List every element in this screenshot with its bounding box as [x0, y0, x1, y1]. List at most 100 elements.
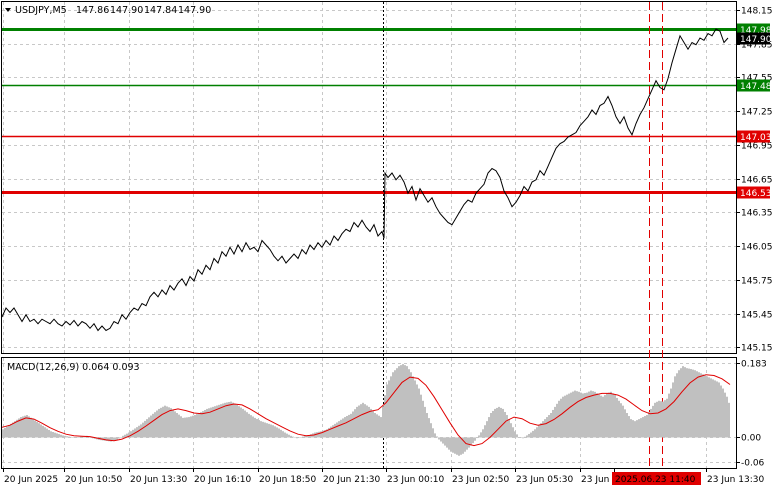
macd-bar: [514, 431, 516, 438]
macd-bar: [552, 409, 554, 438]
y-tick-label: 148.15: [741, 7, 773, 17]
macd-bar: [330, 426, 332, 438]
y-tick-label: 145.75: [741, 277, 773, 287]
macd-bar: [618, 400, 620, 438]
x-tick-label: 23 Jun 05:30: [516, 475, 573, 485]
current-price-box: [737, 32, 770, 45]
macd-bar: [582, 393, 584, 438]
macd-bar: [696, 371, 698, 438]
macd-bar: [400, 365, 402, 438]
macd-bar: [66, 436, 68, 438]
macd-bar: [300, 437, 302, 438]
macd-bar: [316, 432, 318, 438]
macd-bar: [652, 405, 654, 438]
macd-bar: [24, 415, 26, 438]
macd-bar: [46, 428, 48, 438]
macd-bar: [416, 384, 418, 438]
macd-bar: [142, 422, 144, 438]
macd-bar: [186, 417, 188, 438]
macd-bar: [126, 433, 128, 438]
macd-bar: [302, 436, 304, 438]
macd-bar: [6, 426, 8, 438]
macd-bar: [592, 391, 594, 438]
macd-bar: [62, 435, 64, 438]
macd-bar: [640, 418, 642, 438]
macd-bar: [692, 369, 694, 438]
macd-bar: [468, 437, 470, 448]
macd-bar: [150, 415, 152, 438]
macd-bar: [276, 427, 278, 438]
macd-bar: [60, 434, 62, 438]
macd-bar: [442, 437, 444, 444]
macd-bar: [4, 427, 6, 438]
macd-bar: [548, 415, 550, 438]
macd-bar: [626, 413, 628, 438]
macd-bar: [318, 431, 320, 438]
macd-bar: [722, 388, 724, 438]
macd-bar: [122, 435, 124, 438]
x-tick-label: 20 Jun 10:50: [65, 475, 122, 485]
macd-bar: [44, 427, 46, 438]
macd-bar: [238, 406, 240, 438]
macd-bar: [10, 423, 12, 438]
macd-bar: [396, 368, 398, 438]
macd-bar: [378, 415, 380, 438]
level-label: 147.98: [740, 26, 772, 36]
macd-bar: [144, 420, 146, 438]
macd-bar: [648, 411, 650, 438]
macd-bar: [366, 405, 368, 438]
macd-bar: [64, 435, 66, 438]
macd-bar: [264, 422, 266, 438]
macd-bar: [182, 417, 184, 438]
macd-bar: [210, 407, 212, 438]
macd-bar: [228, 402, 230, 438]
y-tick-label: 147.55: [741, 74, 773, 84]
macd-bar: [408, 369, 410, 438]
macd-bar: [628, 416, 630, 438]
macd-bar: [554, 406, 556, 438]
macd-bar: [324, 429, 326, 438]
macd-bar: [78, 436, 80, 438]
x-highlight-box: [612, 472, 701, 485]
x-tick-label: 20 Jun 18:50: [259, 475, 316, 485]
macd-bar: [674, 376, 676, 438]
macd-bar: [174, 411, 176, 438]
macd-bar: [710, 378, 712, 438]
macd-bar: [282, 431, 284, 438]
macd-bar: [716, 381, 718, 438]
macd-bar: [630, 419, 632, 438]
y-tick-label: 146.95: [741, 142, 773, 152]
triangle-down-icon[interactable]: [5, 8, 11, 12]
macd-bar: [296, 437, 298, 439]
macd-bar: [48, 429, 50, 438]
macd-bar: [650, 408, 652, 438]
macd-bar: [140, 424, 142, 438]
macd-title: MACD(12,26,9) 0.064 0.093: [7, 362, 140, 373]
macd-bar: [268, 423, 270, 438]
macd-bar: [610, 391, 612, 438]
level-labels: 147.98 147.48 147.03 146.53 147.90: [737, 23, 772, 199]
y-tick-label: 147.25: [741, 108, 773, 118]
macd-bar: [332, 425, 334, 438]
x-tick-label: 23 Jun: [581, 475, 609, 485]
symbol-header[interactable]: USDJPY,M5 147.86 147.90 147.84 147.90: [5, 5, 211, 16]
macd-bar: [386, 384, 388, 438]
macd-bar: [156, 410, 158, 438]
macd-bar: [206, 408, 208, 438]
macd-bar: [58, 434, 60, 438]
macd-bar: [180, 416, 182, 438]
macd-bar: [40, 424, 42, 438]
macd-bar: [666, 398, 668, 438]
macd-bar: [104, 437, 106, 441]
macd-y-tick-label: -0.06: [741, 459, 765, 469]
macd-bar: [542, 421, 544, 438]
macd-bar: [596, 393, 598, 438]
macd-bar: [348, 414, 350, 438]
macd-bar: [402, 364, 404, 438]
macd-bar: [130, 431, 132, 438]
macd-bar: [424, 406, 426, 438]
macd-bar: [110, 437, 112, 442]
macd-bar: [686, 368, 688, 438]
macd-bar: [306, 435, 308, 438]
